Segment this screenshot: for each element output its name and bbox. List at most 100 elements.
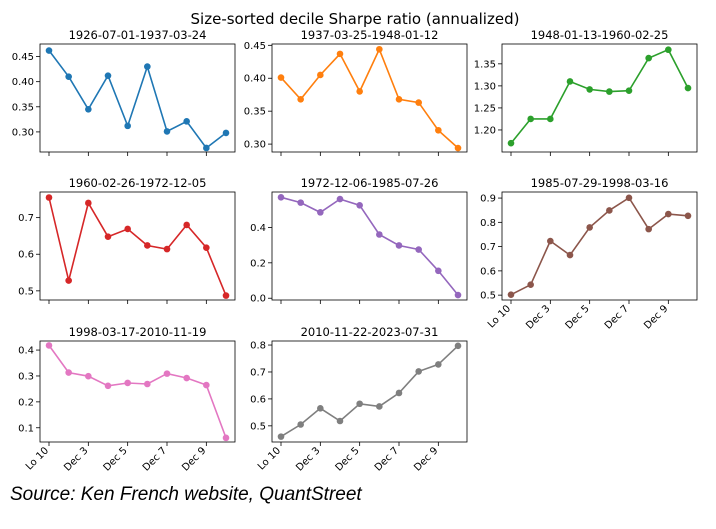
data-point xyxy=(163,370,171,377)
data-point xyxy=(65,369,72,376)
data-point xyxy=(586,86,593,93)
y-tick-label: 0.45 xyxy=(12,52,34,63)
series-line xyxy=(48,197,227,296)
figure-title: Size-sorted decile Sharpe ratio (annuali… xyxy=(191,10,520,28)
data-point xyxy=(435,267,442,275)
data-point xyxy=(222,292,230,299)
data-point xyxy=(317,71,324,79)
y-tick-label: 0.1 xyxy=(18,423,34,434)
y-tick-label: 0.9 xyxy=(480,194,496,205)
series-line xyxy=(510,48,689,144)
data-point xyxy=(163,128,171,135)
subplot-grid: 1926-07-01-1937-03-240.450.400.350.30193… xyxy=(12,28,698,474)
data-point xyxy=(124,225,131,233)
plot-frame xyxy=(271,43,468,153)
data-point xyxy=(144,380,151,388)
data-point xyxy=(665,210,672,218)
plot-frame xyxy=(271,191,468,301)
data-point xyxy=(376,45,383,53)
data-point xyxy=(277,433,285,440)
data-point xyxy=(183,221,190,229)
x-tick-label: Lo 10 xyxy=(24,445,51,472)
y-tick-label: 0.8 xyxy=(250,341,266,352)
data-point xyxy=(297,96,304,103)
plot-frame xyxy=(39,43,236,153)
data-point xyxy=(376,231,383,238)
data-point xyxy=(507,291,515,298)
data-point xyxy=(547,115,554,123)
series-line xyxy=(280,196,459,296)
data-point xyxy=(376,403,383,410)
plot-frame xyxy=(501,43,698,153)
data-point xyxy=(85,199,92,207)
data-point xyxy=(104,382,112,390)
x-tick-label: Dec 9 xyxy=(412,445,440,473)
data-point xyxy=(395,389,403,397)
y-tick-label: 0.35 xyxy=(12,102,34,113)
data-point xyxy=(85,372,92,380)
y-tick-label: 0.2 xyxy=(18,397,34,408)
data-point xyxy=(435,361,442,368)
data-point xyxy=(507,139,515,147)
data-point xyxy=(297,421,304,428)
data-point xyxy=(144,63,151,70)
series-line xyxy=(48,50,227,150)
subplot-6: 1985-07-29-1998-03-16 0.9 0.8 0.7 0.6 0.5Lo 1… xyxy=(480,176,698,332)
plot-frame xyxy=(39,340,236,443)
y-tick-label: 0.4 xyxy=(18,346,34,357)
data-point xyxy=(527,115,534,123)
y-tick-label: 0.6 xyxy=(18,250,34,261)
subplot-title: 1998-03-17-2010-11-19 xyxy=(69,325,207,339)
subplot-title: 1972-12-06-1985-07-26 xyxy=(301,176,439,190)
subplot-title: 1926-07-01-1937-03-24 xyxy=(69,28,207,42)
data-point xyxy=(163,245,171,253)
data-point xyxy=(203,144,210,152)
y-tick-label: 0.45 xyxy=(244,41,266,52)
data-point xyxy=(85,106,92,113)
plot-frame xyxy=(271,340,468,443)
x-tick-label: Dec 9 xyxy=(180,445,208,473)
y-tick-label: 0.2 xyxy=(250,258,266,269)
data-point xyxy=(454,342,462,350)
data-point xyxy=(606,88,613,95)
data-point xyxy=(222,129,230,137)
x-tick-label: Dec 5 xyxy=(564,303,592,331)
x-tick-label: Dec 9 xyxy=(642,303,670,331)
y-tick-label: 0.5 xyxy=(480,291,496,302)
y-tick-label: 0.4 xyxy=(250,223,266,234)
data-point xyxy=(454,144,462,152)
data-point xyxy=(665,46,672,54)
data-point xyxy=(203,381,210,389)
data-point xyxy=(144,242,151,249)
y-tick-label: 0.40 xyxy=(244,74,266,85)
series-line xyxy=(280,345,459,438)
data-point xyxy=(527,281,534,289)
subplot-title: 2010-11-22-2023-07-31 xyxy=(301,325,439,339)
series-line xyxy=(48,344,227,439)
data-point xyxy=(124,122,131,130)
data-point xyxy=(297,199,304,206)
y-tick-label: 0.35 xyxy=(244,107,266,118)
data-point xyxy=(356,400,363,408)
data-point xyxy=(356,88,363,95)
data-point xyxy=(566,251,574,259)
data-point xyxy=(336,195,344,203)
data-point xyxy=(645,225,652,233)
x-tick-label: Dec 5 xyxy=(102,445,130,473)
data-point xyxy=(547,237,554,245)
source-caption: Source: Ken French website, QuantStreet xyxy=(10,484,362,505)
subplot-4: 1960-02-26-1972-12-05 0.7 0.6 0.5 xyxy=(18,176,236,304)
y-tick-label: 0.7 xyxy=(250,367,266,378)
data-point xyxy=(65,73,72,80)
y-tick-label: 0.5 xyxy=(250,421,266,432)
data-point xyxy=(454,291,462,299)
data-point xyxy=(415,368,422,375)
subplot-2: 1937-03-25-1948-01-12 0.45 0.40 0.35 0.30 xyxy=(244,28,468,156)
y-tick-label: 0.3 xyxy=(18,371,34,382)
y-tick-label: 0.30 xyxy=(244,140,266,151)
data-point xyxy=(317,405,324,412)
subplot-title: 1937-03-25-1948-01-12 xyxy=(301,28,439,42)
data-point xyxy=(222,434,230,442)
x-tick-label: Dec 7 xyxy=(603,303,631,331)
data-point xyxy=(684,84,692,92)
